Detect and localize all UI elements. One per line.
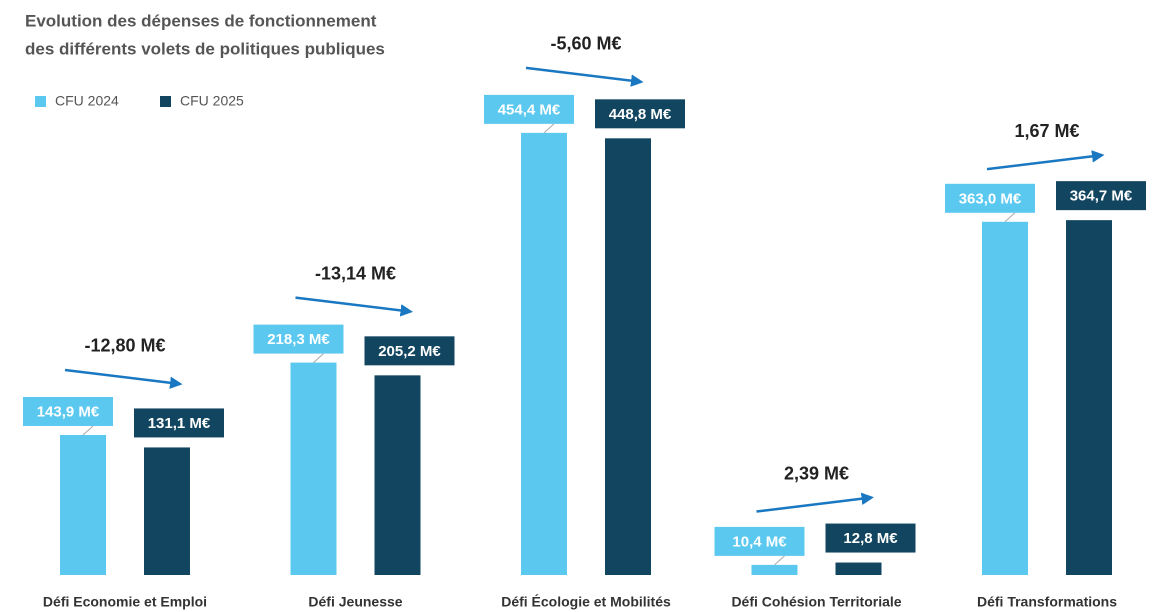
- bar: [982, 221, 1028, 575]
- annotation: -13,14 M€: [315, 263, 396, 283]
- leader-line: [543, 123, 555, 134]
- value-label: 218,3 M€: [267, 331, 330, 348]
- bar: [60, 434, 106, 575]
- value-label: 364,7 M€: [1070, 188, 1133, 205]
- value-label-box: [23, 396, 113, 426]
- value-label: 205,2 M€: [378, 343, 441, 360]
- bar: [751, 564, 798, 575]
- x-tick-label: Défi Transformations: [977, 594, 1117, 610]
- value-label: 10,4 M€: [732, 533, 787, 550]
- chart-title: des différents volets de politiques publ…: [25, 39, 385, 58]
- x-tick-label: Défi Economie et Emploi: [43, 594, 207, 610]
- chart-title: Evolution des dépenses de fonctionnement: [25, 11, 377, 30]
- legend-label: CFU 2024: [55, 93, 119, 109]
- value-label: 448,8 M€: [609, 106, 672, 123]
- value-label-box: [253, 324, 344, 354]
- value-label: 454,4 M€: [498, 101, 561, 118]
- leader-line: [313, 353, 324, 363]
- annotation: -12,80 M€: [84, 336, 165, 356]
- value-label-box: [945, 183, 1035, 213]
- value-label: 363,0 M€: [959, 190, 1022, 207]
- change-arrow: [295, 296, 413, 317]
- x-tick-label: Défi Écologie et Mobilités: [501, 594, 671, 610]
- value-label: 131,1 M€: [148, 415, 211, 432]
- x-tick-label: Défi Cohésion Territoriale: [731, 594, 901, 610]
- leader-line: [1004, 212, 1016, 223]
- change-arrow: [756, 492, 874, 513]
- bar: [521, 132, 567, 575]
- value-label-box: [825, 523, 916, 553]
- bar: [144, 447, 190, 575]
- annotation: -5,60 M€: [550, 34, 621, 54]
- annotation: 1,67 M€: [1014, 121, 1079, 141]
- bar: [835, 562, 882, 575]
- value-label-box: [595, 99, 685, 129]
- bar: [374, 375, 421, 575]
- leader-line: [774, 555, 785, 566]
- change-arrow: [986, 150, 1105, 171]
- leader-line: [82, 425, 94, 436]
- bar: [290, 362, 337, 575]
- value-label: 143,9 M€: [37, 403, 100, 420]
- value-label-box: [364, 336, 455, 366]
- change-arrow: [64, 368, 183, 389]
- value-label-box: [484, 94, 574, 124]
- legend-label: CFU 2025: [180, 93, 244, 109]
- value-label-box: [134, 408, 224, 438]
- value-label-box: [714, 526, 805, 556]
- bar: [605, 138, 651, 575]
- change-arrow: [525, 66, 644, 87]
- legend-swatch: [160, 96, 171, 107]
- value-label-box: [1056, 181, 1146, 211]
- legend-swatch: [35, 96, 46, 107]
- x-tick-label: Défi Jeunesse: [308, 594, 402, 610]
- annotation: 2,39 M€: [784, 463, 849, 483]
- value-label: 12,8 M€: [843, 530, 898, 547]
- bar: [1066, 220, 1112, 575]
